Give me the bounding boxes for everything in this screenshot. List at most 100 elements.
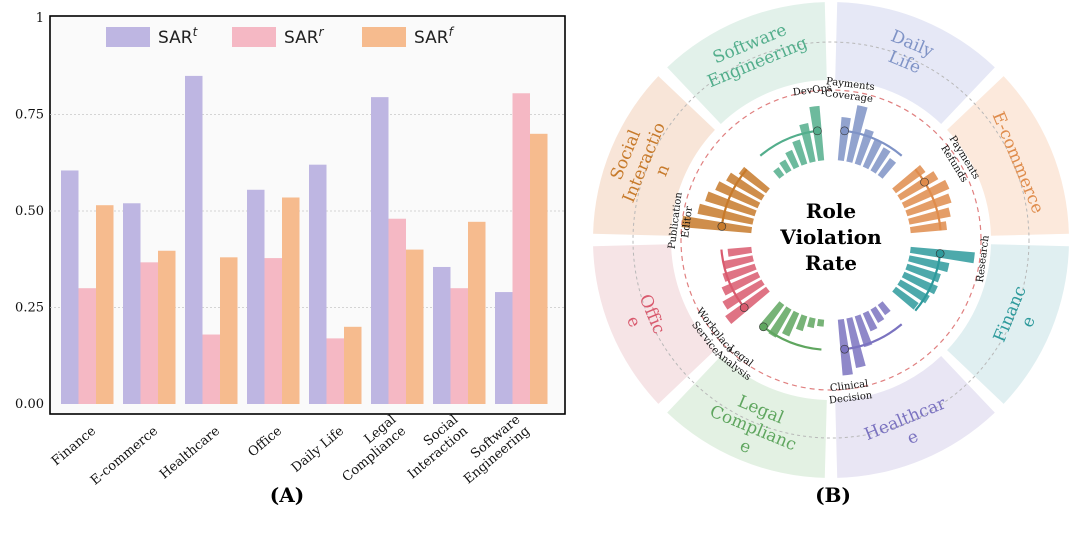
domain-sector <box>667 2 827 124</box>
radial-bar <box>715 181 761 209</box>
radial-bar <box>897 171 939 201</box>
radial-bar <box>722 279 765 310</box>
radial-bar <box>854 314 873 348</box>
domain-sector <box>593 244 715 404</box>
radial-bar <box>727 246 753 257</box>
category-label: Finance <box>49 424 99 470</box>
guide-rings <box>632 41 1030 439</box>
center-label-line: Rate <box>805 251 857 275</box>
radial-bar <box>905 263 941 283</box>
domain-sector <box>667 356 827 478</box>
radial-bar <box>705 191 757 217</box>
radial-bar <box>870 147 891 174</box>
legend-series-name: SAR <box>414 28 449 48</box>
bar <box>512 93 530 405</box>
role-marker <box>739 303 749 312</box>
role-marker <box>920 177 929 187</box>
role-label-line: Editor <box>680 206 695 239</box>
role-marker <box>840 344 849 354</box>
bar <box>326 338 344 404</box>
role-marker <box>840 126 849 136</box>
bar <box>344 326 362 404</box>
radial-bar <box>768 306 792 338</box>
bar <box>185 75 203 405</box>
radial-bar <box>738 166 770 194</box>
radial-bar <box>723 255 754 270</box>
role-marker <box>813 126 822 136</box>
bar <box>309 164 327 404</box>
bar-chart-panel: 0.00 0.25 0.50 0.75 1 FinanceE-commerceHealt… <box>15 11 566 507</box>
radial-bar <box>773 167 785 179</box>
legend-series-name: SAR <box>158 28 193 48</box>
radial-bar <box>761 301 785 328</box>
domain-sector <box>947 76 1069 236</box>
radial-bar <box>877 158 897 179</box>
domain-sector <box>593 76 715 236</box>
radial-bars <box>681 105 975 376</box>
y-axis-ticks: 0.00 0.25 0.50 0.75 1 <box>15 11 44 412</box>
radial-bar <box>908 207 951 225</box>
radial-bar <box>846 317 866 368</box>
threshold-ring <box>680 89 982 391</box>
bar <box>450 288 468 404</box>
panel-label-a: (A) <box>270 483 304 507</box>
radial-bar <box>870 306 885 323</box>
legend-superscript: f <box>449 25 455 39</box>
bar <box>220 257 238 404</box>
radial-bar <box>807 317 816 329</box>
category-label: Healthcare <box>157 424 223 483</box>
role-marker <box>759 322 768 332</box>
category-label: Office <box>245 424 285 461</box>
category-label: E-commerce <box>88 424 161 489</box>
radial-bar <box>854 128 874 166</box>
radial-bar <box>901 179 950 209</box>
legend-label: SARr <box>284 25 325 48</box>
panel-label-b: (B) <box>815 483 851 507</box>
legend-series-name: SAR <box>284 28 319 48</box>
radial-chart-panel: PaymentsCoverageDailyLifePaymentsRefunds… <box>593 2 1069 507</box>
radial-bar <box>862 138 883 170</box>
y-tick-label: 0.50 <box>15 204 44 219</box>
radial-bar <box>681 215 753 234</box>
radial-bar <box>697 203 754 225</box>
legend-swatch <box>106 27 150 47</box>
bar <box>61 170 79 404</box>
domain-sector <box>947 244 1069 404</box>
role-label-line: DevOps <box>792 83 832 99</box>
y-tick-label: 1 <box>36 11 44 26</box>
radial-bar <box>909 221 947 234</box>
bar <box>247 189 265 404</box>
radial-bar <box>785 149 800 170</box>
legend-superscript: r <box>319 25 325 39</box>
bar <box>78 288 96 404</box>
bar <box>530 133 548 405</box>
bar <box>96 205 114 404</box>
radial-bar <box>877 301 891 316</box>
category-label-line: Office <box>245 424 285 461</box>
role-label-line: Clinical <box>829 379 869 395</box>
bar <box>123 203 141 404</box>
category-label-line: Healthcare <box>157 424 223 483</box>
radial-bar <box>795 314 808 332</box>
radial-bar <box>905 193 952 217</box>
radial-bar <box>897 279 930 304</box>
role-label-line: Decision <box>828 390 873 406</box>
y-tick-label: 0.75 <box>15 108 44 123</box>
category-label: Daily Life <box>289 424 347 476</box>
legend-superscript: t <box>193 25 199 39</box>
bar <box>158 250 176 404</box>
y-tick-label: 0.25 <box>15 301 44 316</box>
radial-bar <box>781 310 800 337</box>
bar <box>406 249 424 404</box>
category-label-line: E-commerce <box>88 424 161 489</box>
bar <box>140 262 158 404</box>
bar <box>282 197 300 404</box>
